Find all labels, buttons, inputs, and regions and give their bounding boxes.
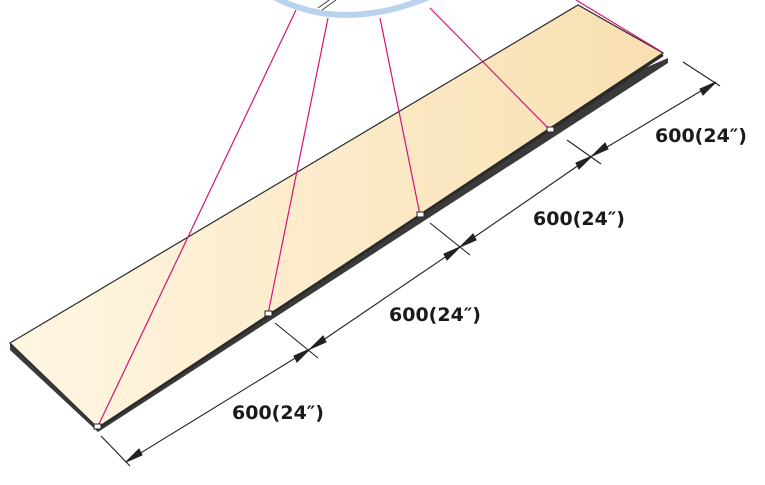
dimension-line-1 [125, 348, 311, 463]
extension-line [274, 322, 319, 359]
clip-marker [416, 211, 425, 218]
guide-line [575, 0, 663, 53]
clip-marker [93, 423, 102, 430]
dimension-label-4: 600(24″) [655, 125, 747, 147]
extension-line [429, 222, 471, 256]
board-top-face [9, 4, 665, 429]
dimension-line-3 [459, 155, 593, 248]
dimension-label-3: 600(24″) [533, 208, 625, 230]
dimension-arrow [293, 348, 311, 363]
dimension-lines [100, 61, 721, 467]
magnifier-detail [317, 0, 331, 9]
dimension-arrow [699, 81, 717, 96]
guide-line [379, 17, 421, 216]
guide-line [267, 17, 329, 315]
magnifier-detail [321, 0, 337, 11]
extension-line [682, 61, 721, 87]
extension-line [566, 139, 602, 165]
guide-line [97, 9, 297, 427]
dimension-line-4 [591, 81, 717, 157]
dimension-arrow [591, 142, 609, 157]
dimension-arrow [459, 233, 477, 248]
dimension-arrow [125, 448, 143, 463]
board-front-edge [97, 53, 664, 430]
dimension-arrow [309, 335, 327, 350]
fastening-clips [93, 126, 555, 430]
clip-marker [546, 126, 555, 133]
guide-line [429, 7, 551, 131]
dimension-label-2: 600(24″) [389, 304, 481, 326]
dimension-line-2 [309, 246, 461, 350]
dimension-arrow [443, 246, 461, 261]
clip-marker [264, 310, 273, 317]
board-panel [9, 4, 668, 432]
magnifier-ring [273, 0, 430, 18]
extension-line [100, 435, 131, 467]
dimension-label-1: 600(24″) [232, 402, 324, 424]
guide-lines [97, 0, 663, 427]
dimension-arrow [575, 155, 593, 170]
